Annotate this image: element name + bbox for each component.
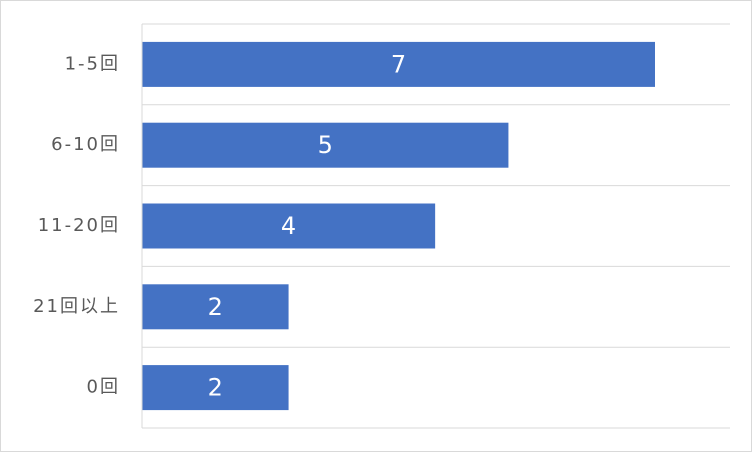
bar-value-label: 2 bbox=[208, 374, 223, 402]
category-label: 11-20回 bbox=[38, 215, 120, 236]
data-labels: 7 5 4 2 2 bbox=[208, 50, 406, 401]
category-label: 0回 bbox=[87, 377, 120, 398]
bar-value-label: 2 bbox=[208, 293, 223, 321]
bar bbox=[142, 41, 655, 87]
bar bbox=[142, 365, 289, 411]
category-label: 6-10回 bbox=[51, 134, 120, 155]
category-label: 1-5回 bbox=[65, 53, 120, 74]
category-label: 21回以上 bbox=[33, 296, 120, 317]
bar-value-label: 7 bbox=[391, 50, 406, 78]
bar bbox=[142, 203, 436, 249]
gridlines bbox=[142, 23, 730, 429]
bars bbox=[142, 41, 655, 411]
bar-value-label: 4 bbox=[281, 212, 296, 240]
bar bbox=[142, 122, 509, 168]
category-labels: 1-5回 6-10回 11-20回 21回以上 0回 bbox=[33, 53, 120, 398]
bar-value-label: 5 bbox=[318, 131, 333, 159]
bar bbox=[142, 284, 289, 330]
